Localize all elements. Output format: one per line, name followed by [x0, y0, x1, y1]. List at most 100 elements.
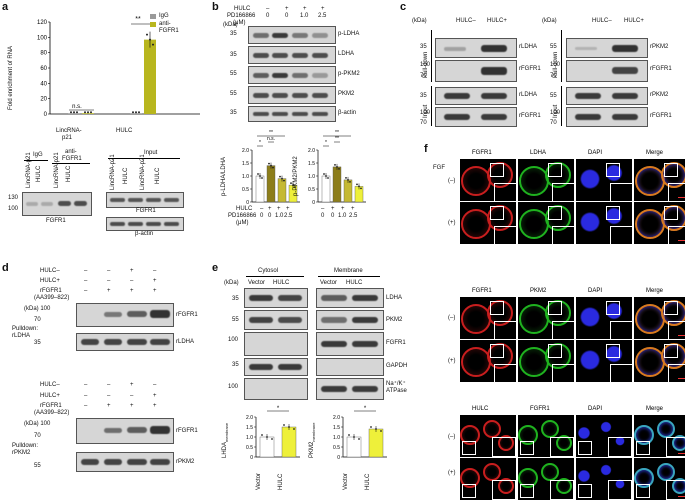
b-xd2: 0	[268, 213, 272, 219]
panel-a-label: a	[2, 1, 9, 13]
d-v2: –	[107, 268, 111, 274]
b-xv1: –	[260, 206, 264, 212]
dot	[358, 185, 360, 188]
d-bv7: –	[130, 393, 134, 399]
d-bv2: –	[107, 382, 111, 388]
d-bv10: +	[107, 403, 111, 409]
dot	[292, 184, 294, 186]
d-blot-rfgfr1	[76, 303, 174, 327]
b-k35: 35	[230, 31, 237, 37]
y-tick-label: 2.0	[333, 415, 340, 421]
b-xv4: +	[286, 206, 290, 212]
d-v1: –	[84, 268, 88, 274]
c-rk3: 70	[550, 73, 557, 79]
c-blot-in-rldha	[435, 87, 517, 105]
c-bracket3	[561, 30, 562, 82]
y-tick-label: 0	[312, 200, 315, 205]
e-xr2: HULC	[365, 473, 371, 490]
a-ytick-label: 40	[40, 81, 47, 87]
e-b-pkm2: PKM2	[386, 317, 403, 323]
a-bar	[144, 39, 156, 114]
lane-label-3: LincRNA-p21	[54, 152, 60, 188]
b-pd-2: 0	[285, 13, 289, 19]
c-blot-rpkm2	[566, 38, 648, 58]
panel-c-label: c	[400, 1, 407, 13]
e-line1	[246, 276, 304, 277]
y-tick-label: 0.5	[308, 187, 315, 193]
dot	[283, 179, 285, 182]
y-tick-label: 1.5	[333, 425, 340, 431]
d-bv9: –	[84, 403, 88, 409]
c-rk4: 55	[550, 93, 557, 99]
c-bracket4	[561, 86, 562, 126]
f2-image-1-3	[634, 340, 685, 382]
d-v9: –	[84, 288, 88, 294]
d-bv3: +	[130, 382, 134, 388]
e-yl1: LHDA	[222, 441, 228, 458]
dot	[270, 164, 272, 167]
dot	[323, 173, 325, 175]
d-bv5: –	[84, 393, 88, 399]
y-tick-label: 0.5	[333, 445, 340, 451]
a-dot	[138, 111, 140, 114]
b-k35c: 35	[230, 110, 237, 116]
lane-label-1: LincRNA-p21	[26, 152, 32, 188]
a-dot	[135, 111, 137, 114]
bar	[368, 428, 384, 458]
b-xv3: +	[277, 206, 281, 212]
panel-b-charts: 00.51.01.52.0*n.s.**00.51.01.52.0*****	[242, 130, 366, 205]
c-hulcp2: HULC+	[624, 18, 644, 24]
sig-label: *	[277, 406, 280, 412]
f1-image-1-2	[576, 202, 632, 244]
d-bv4: –	[153, 382, 157, 388]
a-dot	[84, 111, 86, 114]
dot	[358, 438, 360, 440]
legend-anti-swatch	[150, 22, 156, 27]
d-r2: rLDHA	[176, 339, 195, 345]
e-blot-pkm2-cyt	[244, 310, 308, 330]
a-dot	[90, 111, 92, 114]
b-pd-3: 1.0	[300, 13, 309, 19]
d-pd2: Pulldown:	[12, 443, 39, 449]
e-blot-fgfr1-mem	[316, 332, 384, 356]
y-tick-label: 2.0	[308, 148, 315, 154]
e-blot-gapdh-mem	[316, 358, 384, 376]
b-k55: 55	[230, 71, 237, 77]
d-v3: +	[130, 268, 134, 274]
d-bv11: +	[130, 403, 134, 409]
sig-label: **	[335, 130, 339, 136]
dot	[268, 162, 270, 165]
e-blot-na-cyt	[244, 378, 308, 400]
b-hulc-2: +	[285, 6, 289, 12]
e-k55: 55	[232, 317, 239, 323]
c-hulcp: HULC+	[487, 18, 507, 24]
a-ytick-label: 120	[37, 20, 48, 26]
c-r4: rFGFR1	[650, 113, 672, 119]
f3-title-2: DAPI	[588, 406, 603, 412]
b-row-pd: PD166866	[227, 13, 256, 19]
d-pd2b: rPKM2	[12, 450, 31, 456]
d-bv12: +	[153, 403, 157, 409]
c-r2: rFGFR1	[650, 66, 672, 72]
e-b-fgfr1: FGFR1	[386, 340, 406, 346]
c-kda: (kDa)	[412, 18, 427, 24]
b-xd1: 0	[260, 213, 264, 219]
b-xv2r: +	[331, 206, 335, 212]
a-ytick-label: 100	[37, 35, 48, 41]
c-hulcm: HULC–	[456, 18, 476, 24]
b-row-hulc: HULC	[234, 6, 251, 12]
f1-image-0-2	[576, 159, 632, 201]
c-hulcm2: HULC–	[592, 18, 612, 24]
e-cytosol: Cytosol	[258, 268, 279, 274]
a-dot	[146, 33, 148, 36]
c-lk3: 70	[420, 73, 427, 79]
d-v8: +	[153, 278, 157, 284]
dot	[345, 177, 347, 179]
dot	[259, 175, 261, 177]
dot	[336, 166, 338, 168]
bar	[281, 426, 297, 458]
anti-line	[52, 163, 90, 164]
dot	[375, 428, 377, 430]
input-lane-4: HULC	[155, 167, 161, 184]
f2-image-0-2	[576, 297, 632, 339]
